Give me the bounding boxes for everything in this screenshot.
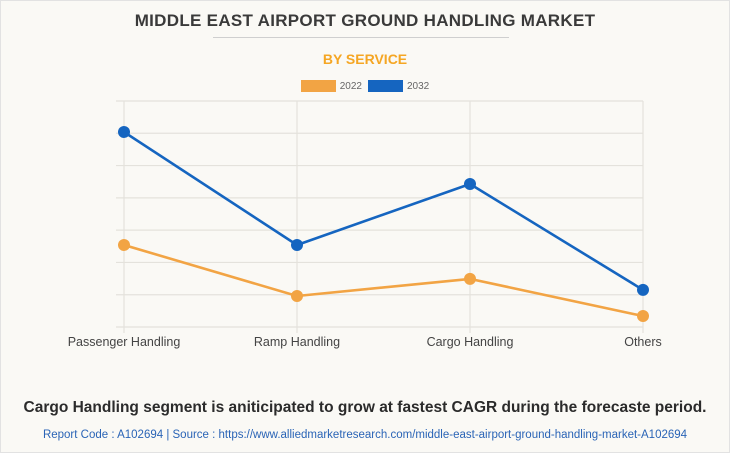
legend-item-2032[interactable]: 2032 — [368, 80, 429, 92]
x-tick-label: Ramp Handling — [254, 335, 340, 349]
data-point-2032 — [637, 283, 649, 296]
title-divider — [213, 37, 509, 38]
chart-title: MIDDLE EAST AIRPORT GROUND HANDLING MARK… — [134, 11, 596, 30]
data-point-2022 — [118, 238, 130, 251]
data-point-2022 — [637, 310, 649, 323]
legend-swatch-2022 — [300, 80, 336, 92]
x-tick-label: Passenger Handling — [68, 335, 181, 349]
x-tick-label: Cargo Handling — [427, 335, 514, 349]
data-point-2022 — [291, 290, 303, 303]
legend-item-2022[interactable]: 2022 — [300, 80, 362, 92]
series-line-2032 — [123, 130, 644, 291]
legend-label-2032: 2032 — [407, 80, 430, 92]
legend-label-2022: 2022 — [339, 80, 362, 92]
source-line[interactable]: Report Code : A102694 | Source : https:/… — [42, 429, 688, 441]
data-point-2032 — [464, 177, 476, 190]
data-point-2032 — [291, 238, 303, 251]
legend-swatch-2032 — [368, 80, 403, 92]
data-point-2022 — [464, 272, 476, 285]
data-point-2032 — [118, 125, 130, 138]
chart-caption: Cargo Handling segment is aniticipated t… — [23, 399, 707, 416]
legend: 2022 2032 — [0, 80, 730, 92]
x-tick-label: Others — [624, 335, 662, 349]
series-line-2022 — [123, 243, 644, 318]
chart-subtitle: BY SERVICE — [322, 51, 408, 67]
